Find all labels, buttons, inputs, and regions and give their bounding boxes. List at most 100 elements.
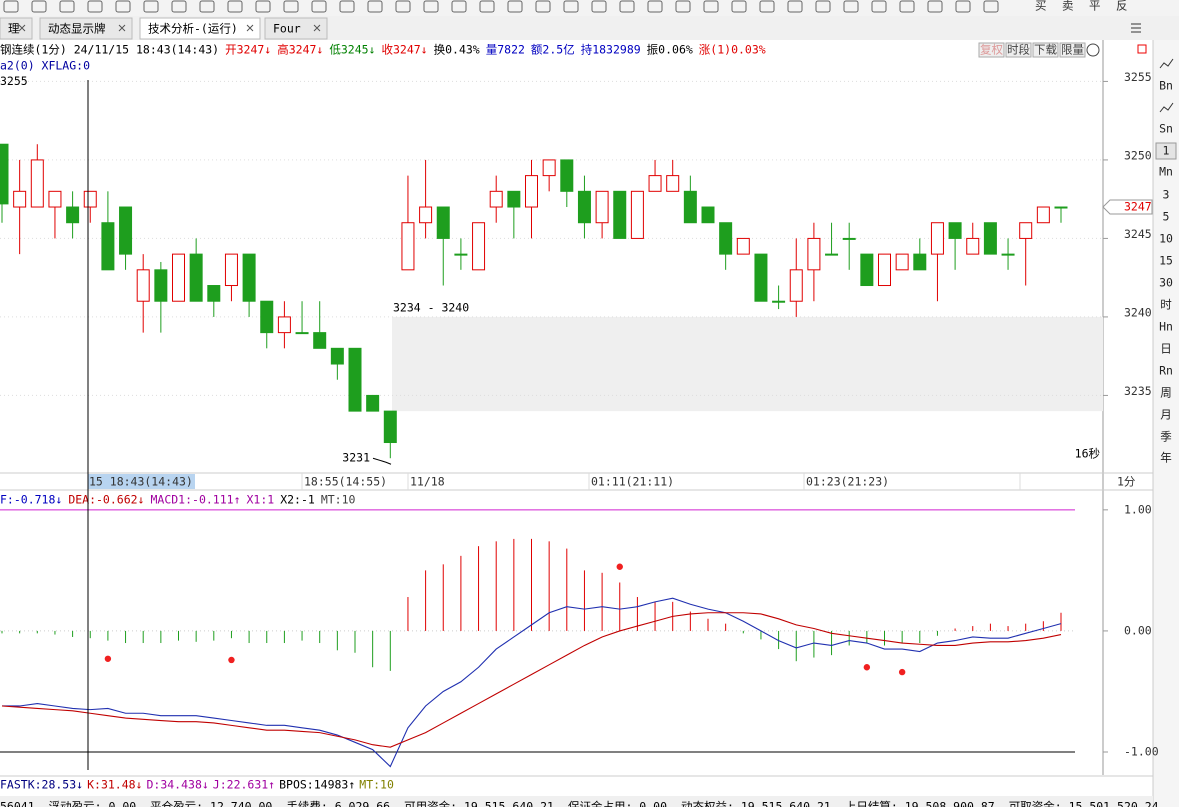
candle-body: [913, 253, 927, 271]
toolbar-icon[interactable]: [367, 0, 383, 13]
toolbar-icon[interactable]: [591, 0, 607, 13]
sidebar-item[interactable]: Rn: [1159, 364, 1173, 378]
toolbar-icon[interactable]: [451, 0, 467, 13]
countdown: 16秒: [1075, 447, 1100, 461]
sidebar-item[interactable]: 月: [1160, 408, 1172, 422]
candle-body: [119, 206, 133, 255]
info-button[interactable]: [1032, 42, 1059, 58]
info-button-label: 下载: [1034, 43, 1057, 57]
sidebar-item[interactable]: Mn: [1159, 165, 1173, 179]
toolbar-icon[interactable]: [339, 0, 355, 13]
toolbar-icon[interactable]: [535, 0, 551, 13]
tab-label: 动态显示牌: [48, 22, 106, 36]
toolbar-icon[interactable]: [843, 0, 859, 13]
toolbar-icon[interactable]: [983, 0, 999, 13]
toolbar-icon[interactable]: [563, 0, 579, 13]
toolbar-icon[interactable]: [255, 0, 271, 13]
toolbar-icon[interactable]: [31, 0, 47, 13]
sidebar-item[interactable]: Sn: [1159, 122, 1173, 136]
toolbar-icon[interactable]: [143, 0, 159, 13]
tab-close[interactable]: [118, 24, 126, 32]
toolbar-icon[interactable]: [3, 0, 19, 13]
y-tick-label: 3250: [1124, 148, 1152, 162]
toolbar-icon[interactable]: [647, 0, 663, 13]
candle-body: [330, 347, 344, 365]
tab[interactable]: [0, 17, 33, 40]
sidebar-item[interactable]: 季: [1160, 430, 1172, 444]
toolbar-icon[interactable]: [227, 0, 243, 13]
toolbar-icon[interactable]: [619, 0, 635, 13]
tab-close[interactable]: [18, 24, 26, 32]
low-pointer: [372, 457, 392, 465]
sidebar-item[interactable]: 3: [1163, 188, 1170, 202]
sidebar-icon[interactable]: [1159, 58, 1174, 69]
toolbar-icon[interactable]: [283, 0, 299, 13]
info-field: 收3247↓: [381, 43, 427, 57]
restore-icon[interactable]: [1137, 44, 1147, 54]
toolbar-icon[interactable]: [899, 0, 915, 13]
candle-body: [754, 253, 768, 302]
tab[interactable]: [264, 17, 328, 40]
toolbar-icon[interactable]: [927, 0, 943, 13]
y-tick-label: 3235: [1124, 384, 1152, 398]
sidebar-item[interactable]: 30: [1159, 276, 1173, 290]
trade-button[interactable]: 反: [1116, 0, 1128, 13]
candle-body: [648, 175, 662, 192]
status-field: 动态权益: 19,515,640.21: [681, 800, 831, 807]
sidebar-item[interactable]: 年: [1160, 451, 1172, 465]
toolbar-icon[interactable]: [171, 0, 187, 13]
toolbar-icon[interactable]: [955, 0, 971, 13]
info-button-label: 限量: [1061, 43, 1084, 57]
candle-body: [560, 159, 574, 192]
sidebar-item[interactable]: 10: [1159, 232, 1173, 246]
y-tick-label: 3255: [1124, 70, 1152, 84]
x-label: 01:23(21:23): [806, 475, 889, 489]
toolbar-icon[interactable]: [815, 0, 831, 13]
sidebar-item[interactable]: 15: [1159, 254, 1173, 268]
sidebar-icon[interactable]: [1159, 102, 1174, 113]
toolbar-icon[interactable]: [479, 0, 495, 13]
candle-body: [878, 253, 891, 287]
toolbar-icon[interactable]: [87, 0, 103, 13]
sidebar-item[interactable]: 5: [1163, 210, 1170, 224]
info-button[interactable]: [978, 42, 1005, 58]
tab-close[interactable]: [313, 24, 321, 32]
toolbar-icon[interactable]: [759, 0, 775, 13]
period-label: 1分: [1117, 475, 1136, 489]
sidebar-item[interactable]: 时: [1160, 298, 1172, 312]
toolbar-icon[interactable]: [395, 0, 411, 13]
status-field: 浮动盈亏: 0.00: [49, 800, 137, 807]
info-field: 涨(1)0.03%: [699, 43, 766, 57]
sidebar-item[interactable]: 1: [1163, 144, 1170, 158]
tab-label: 理: [8, 22, 20, 36]
sidebar-item[interactable]: Hn: [1159, 320, 1173, 334]
toolbar-icon[interactable]: [311, 0, 327, 13]
candle-body: [507, 190, 521, 208]
sidebar-item[interactable]: Bn: [1159, 79, 1173, 93]
sidebar-item[interactable]: 日: [1160, 342, 1172, 356]
toolbar-icon[interactable]: [507, 0, 523, 13]
toolbar-icon[interactable]: [675, 0, 691, 13]
tab[interactable]: [39, 17, 133, 40]
x-label: 18:55(14:55): [304, 475, 387, 489]
tab[interactable]: [139, 17, 261, 40]
info-button[interactable]: [1059, 42, 1086, 58]
tab-close[interactable]: [246, 24, 254, 32]
toolbar-icon[interactable]: [703, 0, 719, 13]
clock-icon[interactable]: [1086, 43, 1100, 57]
trade-button[interactable]: 平: [1089, 0, 1101, 13]
candle-body: [224, 253, 238, 287]
toolbar-icon[interactable]: [199, 0, 215, 13]
toolbar-icon[interactable]: [423, 0, 439, 13]
toolbar-icon[interactable]: [787, 0, 803, 13]
info-field: MACD1:-0.111↑: [150, 493, 240, 507]
toolbar-icon[interactable]: [731, 0, 747, 13]
info-field: X2:-1: [280, 493, 315, 507]
info-button[interactable]: [1005, 42, 1032, 58]
toolbar-icon[interactable]: [115, 0, 131, 13]
sidebar-item[interactable]: 周: [1160, 386, 1172, 400]
trade-button[interactable]: 买: [1035, 0, 1047, 13]
toolbar-icon[interactable]: [59, 0, 75, 13]
trade-button[interactable]: 卖: [1062, 0, 1074, 13]
toolbar-icon[interactable]: [871, 0, 887, 13]
